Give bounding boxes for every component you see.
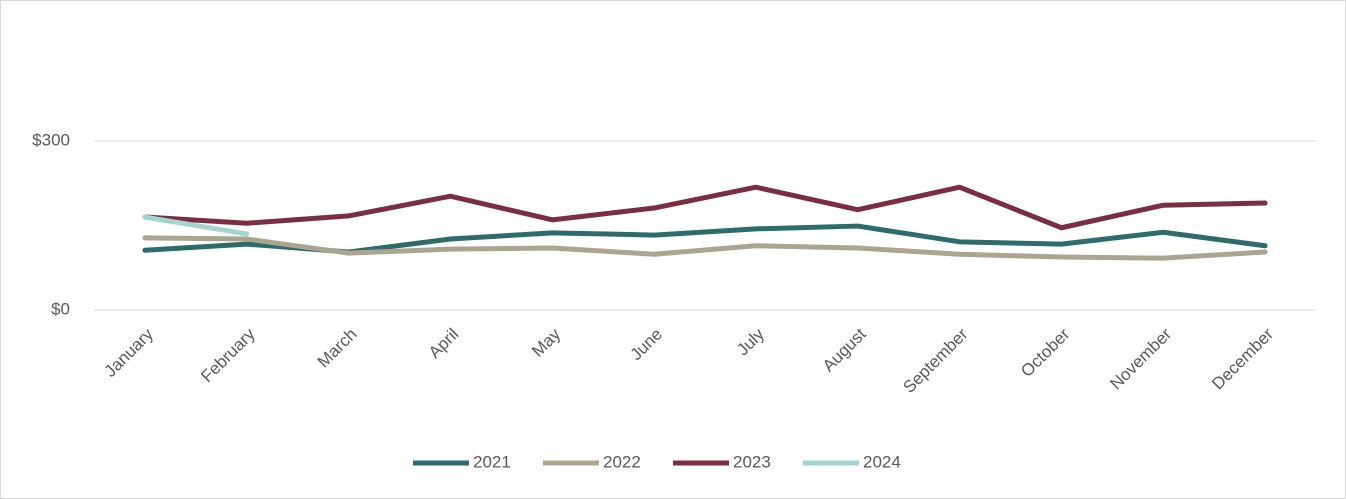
y-tick-label: $300 — [32, 130, 70, 149]
series-line — [142, 235, 1268, 261]
legend-label: 2024 — [863, 452, 901, 471]
series-line — [142, 184, 1268, 231]
legend-label: 2023 — [733, 452, 771, 471]
legend-label: 2021 — [473, 452, 511, 471]
y-tick-label: $0 — [51, 299, 70, 318]
legend-label: 2022 — [603, 452, 641, 471]
series-line — [142, 214, 250, 237]
